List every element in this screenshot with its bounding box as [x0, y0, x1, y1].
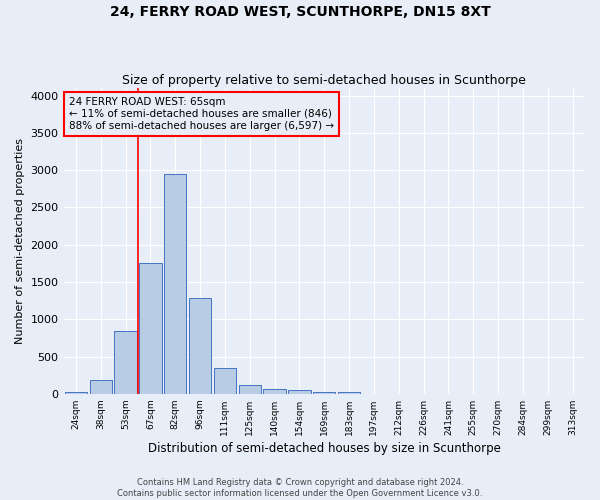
- Bar: [239, 384, 261, 394]
- Bar: [115, 331, 137, 394]
- Bar: [89, 380, 112, 394]
- Bar: [263, 389, 286, 394]
- Y-axis label: Number of semi-detached properties: Number of semi-detached properties: [15, 138, 25, 344]
- X-axis label: Distribution of semi-detached houses by size in Scunthorpe: Distribution of semi-detached houses by …: [148, 442, 501, 455]
- Bar: [214, 368, 236, 394]
- Bar: [313, 392, 335, 394]
- Bar: [139, 262, 161, 394]
- Bar: [189, 298, 211, 394]
- Text: 24 FERRY ROAD WEST: 65sqm
← 11% of semi-detached houses are smaller (846)
88% of: 24 FERRY ROAD WEST: 65sqm ← 11% of semi-…: [69, 98, 334, 130]
- Bar: [288, 390, 311, 394]
- Text: 24, FERRY ROAD WEST, SCUNTHORPE, DN15 8XT: 24, FERRY ROAD WEST, SCUNTHORPE, DN15 8X…: [110, 5, 490, 19]
- Title: Size of property relative to semi-detached houses in Scunthorpe: Size of property relative to semi-detach…: [122, 74, 526, 87]
- Bar: [164, 174, 187, 394]
- Text: Contains HM Land Registry data © Crown copyright and database right 2024.
Contai: Contains HM Land Registry data © Crown c…: [118, 478, 482, 498]
- Bar: [338, 392, 360, 394]
- Bar: [65, 392, 87, 394]
